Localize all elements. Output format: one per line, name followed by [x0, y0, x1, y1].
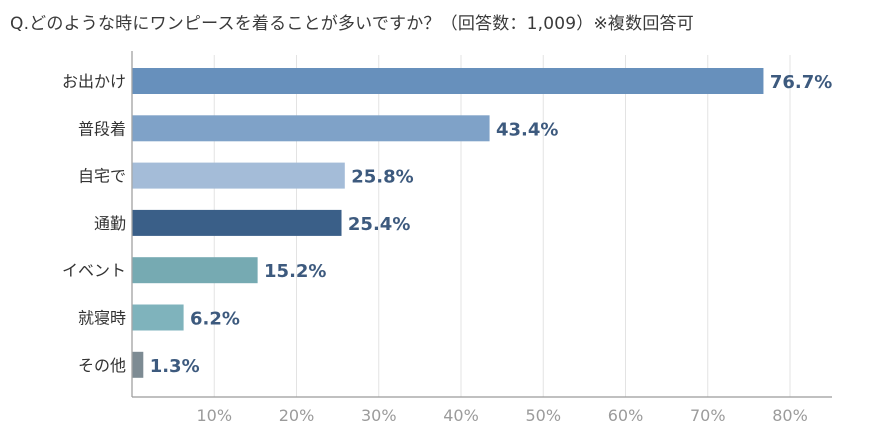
x-tick-label: 80%	[772, 406, 808, 425]
x-tick-label: 60%	[608, 406, 644, 425]
x-tick-label: 40%	[443, 406, 479, 425]
category-label: 普段着	[78, 119, 126, 138]
bar	[132, 162, 345, 189]
category-label: 通勤	[94, 214, 126, 233]
bar	[132, 209, 342, 236]
category-label: お出かけ	[62, 72, 126, 91]
x-tick-label: 70%	[690, 406, 726, 425]
x-tick-label: 50%	[525, 406, 561, 425]
value-label: 6.2%	[190, 309, 240, 330]
value-label: 25.8%	[351, 167, 413, 188]
category-label: その他	[78, 356, 126, 375]
value-label: 25.4%	[348, 214, 410, 235]
value-label: 76.7%	[770, 72, 832, 93]
bar	[132, 68, 764, 94]
bar	[132, 304, 184, 331]
bar	[132, 351, 144, 378]
category-label: 就寝時	[78, 309, 126, 328]
value-label: 1.3%	[150, 356, 200, 377]
x-tick-label: 30%	[361, 406, 397, 425]
x-tick-label: 20%	[279, 406, 315, 425]
x-tick-label: 10%	[196, 406, 232, 425]
bar	[132, 257, 258, 284]
value-label: 43.4%	[496, 119, 558, 140]
category-label: イベント	[62, 261, 126, 280]
chart-title: Q.どのような時にワンピースを着ることが多いですか？（回答数：1,009）※複数…	[10, 14, 694, 34]
category-label: 自宅で	[78, 167, 126, 186]
value-label: 15.2%	[264, 261, 326, 282]
bar	[132, 115, 490, 142]
